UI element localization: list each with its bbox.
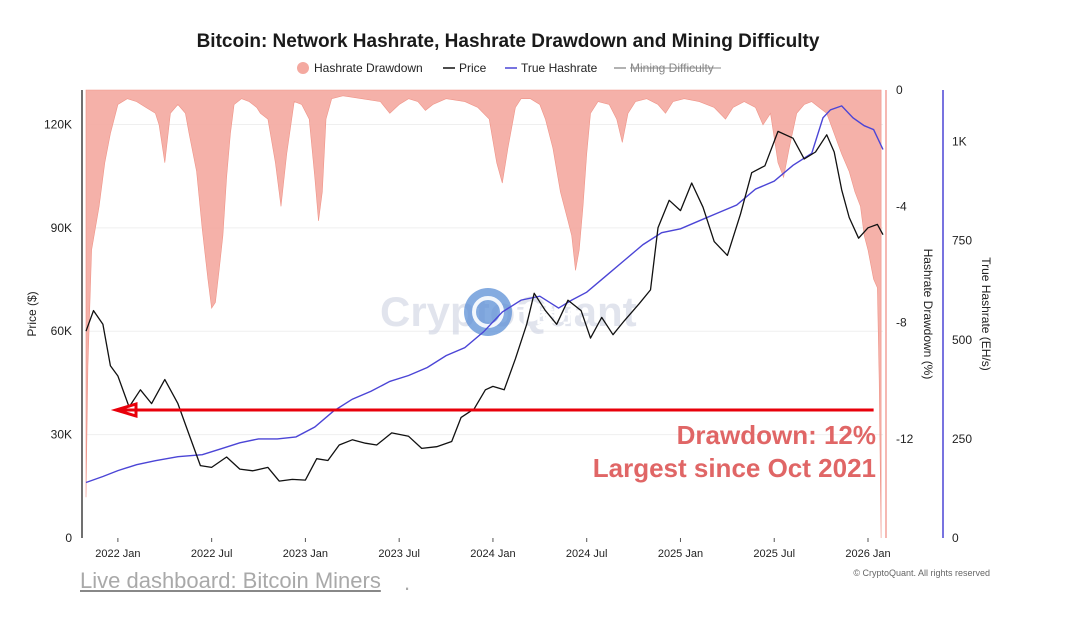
legend-drawdown-marker (297, 62, 309, 74)
drawdown-tick-label: 0 (896, 83, 903, 97)
price-ticks: 0 30K 60K 90K 120K (44, 117, 72, 545)
x-tick-label: 2022 Jul (191, 548, 233, 560)
hashrate-axis-title: True Hashrate (EH/s) (979, 257, 993, 371)
price-tick-label: 90K (51, 221, 72, 235)
price-tick-label: 120K (44, 117, 72, 131)
live-dashboard-link[interactable]: Live dashboard: Bitcoin Miners (80, 568, 381, 594)
drawdown-annotation: Drawdown: 12% Largest since Oct 2021 (110, 401, 876, 483)
legend-drawdown-label[interactable]: Hashrate Drawdown (314, 61, 423, 75)
footer-trailing-dot: . (404, 570, 411, 595)
hashrate-tick-label: 0 (952, 531, 959, 545)
x-tick-label: 2025 Jan (658, 548, 703, 560)
drawdown-axis-title: Hashrate Drawdown (%) (921, 249, 935, 380)
x-tick-label: 2023 Jul (378, 548, 420, 560)
annotation-line-1: Drawdown: 12% (677, 420, 876, 450)
x-tick-label: 2024 Jul (566, 548, 608, 560)
annotation-arrow-head (110, 401, 138, 419)
x-tick-label: 2024 Jan (470, 548, 515, 560)
hashrate-tick-label: 250 (952, 432, 972, 446)
hashrate-tick-label: 750 (952, 234, 972, 248)
hashrate-line (85, 105, 884, 484)
price-tick-label: 30K (51, 428, 72, 442)
chart-title: Bitcoin: Network Hashrate, Hashrate Draw… (197, 31, 820, 52)
watermark-logo-icon (464, 288, 512, 336)
price-tick-label: 60K (51, 324, 72, 338)
legend-price-label[interactable]: Price (459, 61, 487, 75)
drawdown-tick-label: -8 (896, 316, 907, 330)
x-tick-label: 2023 Jan (283, 548, 328, 560)
legend: Hashrate Drawdown Price True Hashrate Mi… (297, 61, 721, 75)
price-tick-label: 0 (65, 531, 72, 545)
drawdown-ticks: 0 -4 -8 -12 (896, 83, 914, 446)
credit-text: © CryptoQuant. All rights reserved (853, 568, 990, 578)
hashrate-layer (85, 105, 884, 484)
live-dashboard-link-text[interactable]: Live dashboard: Bitcoin Miners (80, 568, 381, 593)
annotation-line-2: Largest since Oct 2021 (593, 453, 876, 483)
x-tick-label: 2025 Jul (753, 548, 795, 560)
watermark: CryptoQuant 币圈子 (380, 288, 637, 336)
hashrate-ticks: 0 250 500 750 1K (952, 135, 972, 545)
axes (81, 90, 944, 538)
drawdown-tick-label: -12 (896, 432, 914, 446)
drawdown-tick-label: -4 (896, 199, 907, 213)
price-axis-title: Price ($) (25, 291, 39, 336)
legend-hashrate-label[interactable]: True Hashrate (521, 61, 598, 75)
watermark-overlay-text: 币圈子 (514, 303, 580, 328)
x-tick-label: 2026 Jan (845, 548, 890, 560)
price-layer (85, 130, 884, 482)
hashrate-tick-label: 1K (952, 135, 967, 149)
x-ticks: 2022 Jan 2022 Jul 2023 Jan 2023 Jul 2024 Jan… (95, 538, 891, 560)
hashrate-tick-label: 500 (952, 333, 972, 347)
x-tick-label: 2022 Jan (95, 548, 140, 560)
price-line (85, 130, 884, 482)
